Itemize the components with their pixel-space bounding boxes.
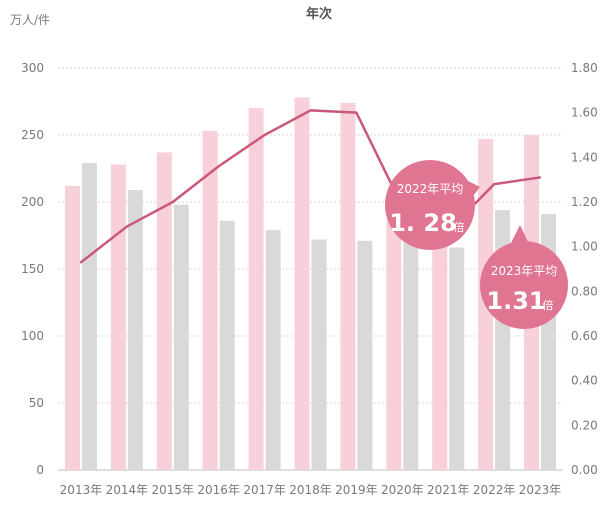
x-tick-label: 2019年: [335, 483, 378, 497]
callout-2023-bubble: [480, 241, 568, 329]
callout-2023-title: 2023年平均: [491, 264, 558, 278]
bar-series-2: [403, 242, 419, 470]
bars: [64, 97, 557, 471]
bar-series-2: [265, 230, 281, 470]
ratio-point: [355, 111, 358, 114]
bar-series-1: [202, 130, 218, 471]
x-tick-label: 2017年: [243, 483, 286, 497]
right-y-tick-label: 1.60: [571, 106, 598, 120]
bar-series-2: [173, 204, 189, 470]
left-y-tick-label: 300: [21, 61, 44, 75]
bar-series-1: [294, 97, 310, 470]
x-tick-label: 2022年: [473, 483, 516, 497]
right-y-tick-label: 1.80: [571, 61, 598, 75]
bar-series-1: [340, 102, 356, 470]
bar-series-1: [432, 244, 448, 470]
y-axis-unit-label: 万人/件: [10, 13, 50, 27]
right-y-tick-label: 0.60: [571, 329, 598, 343]
x-tick-label: 2013年: [60, 483, 103, 497]
callout-2022-unit: 倍: [454, 220, 465, 234]
bar-series-1: [156, 152, 172, 471]
callout-2023: 2023年平均 1.31 倍: [480, 225, 568, 329]
callout-2023-unit: 倍: [543, 298, 554, 312]
ratio-point: [125, 225, 129, 228]
right-y-tick-label: 1.20: [571, 195, 598, 209]
bar-series-1: [386, 220, 402, 470]
bar-series-1: [248, 108, 264, 470]
callout-2022-value: 1. 28: [389, 209, 457, 237]
callout-2022-bubble: [385, 160, 475, 250]
x-axis: 2013年 2014年 2015年 2016年 2017年 2018年 2019年 2020年…: [60, 483, 562, 497]
bar-series-1: [64, 185, 80, 471]
left-y-tick-label: 50: [29, 396, 44, 410]
right-y-tick-label: 0.20: [571, 418, 598, 432]
x-tick-label: 2020年: [381, 483, 424, 497]
callout-2022: 2022年平均 1. 28 倍: [385, 160, 480, 250]
bar-series-2: [449, 247, 465, 470]
callout-2023-value: 1.31: [486, 287, 545, 315]
bar-series-1: [110, 164, 126, 471]
left-y-tick-label: 200: [21, 195, 44, 209]
callout-2023-pointer: [510, 225, 530, 246]
x-tick-label: 2021年: [427, 483, 470, 497]
ratio-point: [79, 261, 83, 264]
bar-series-2: [81, 163, 97, 470]
ratio-point: [171, 200, 174, 204]
ratio-point: [217, 165, 220, 168]
bar-series-2: [357, 240, 373, 470]
x-tick-label: 2014年: [106, 483, 149, 497]
left-y-tick-label: 150: [21, 262, 44, 276]
left-y-tick-label: 100: [21, 329, 44, 343]
x-tick-label: 2023年: [519, 483, 562, 497]
callout-2022-title: 2022年平均: [397, 182, 464, 196]
bar-series-2: [127, 189, 143, 470]
left-y-axis: 0 50 100 150 200 250 300: [21, 61, 44, 477]
x-tick-label: 2018年: [289, 483, 332, 497]
left-y-tick-label: 0: [36, 463, 44, 477]
ratio-point: [492, 182, 496, 186]
left-y-tick-label: 250: [21, 128, 44, 142]
x-tick-label: 2015年: [151, 483, 194, 497]
right-y-tick-label: 1.00: [571, 240, 598, 254]
ratio-point: [538, 176, 542, 179]
right-y-tick-label: 0.00: [571, 463, 598, 477]
ratio-point: [263, 133, 266, 137]
bar-series-2: [219, 220, 235, 470]
right-y-axis: 0.00 0.20 0.40 0.60 0.80 1.00 1.20 1.40 1.60 1.80: [571, 61, 598, 477]
x-tick-label: 2016年: [197, 483, 240, 497]
right-y-tick-label: 0.80: [571, 284, 598, 298]
chart-title: 年次: [306, 6, 332, 22]
right-y-tick-label: 1.40: [571, 150, 598, 164]
right-y-tick-label: 0.40: [571, 374, 598, 388]
ratio-point: [309, 109, 312, 112]
bar-series-2: [311, 239, 327, 470]
